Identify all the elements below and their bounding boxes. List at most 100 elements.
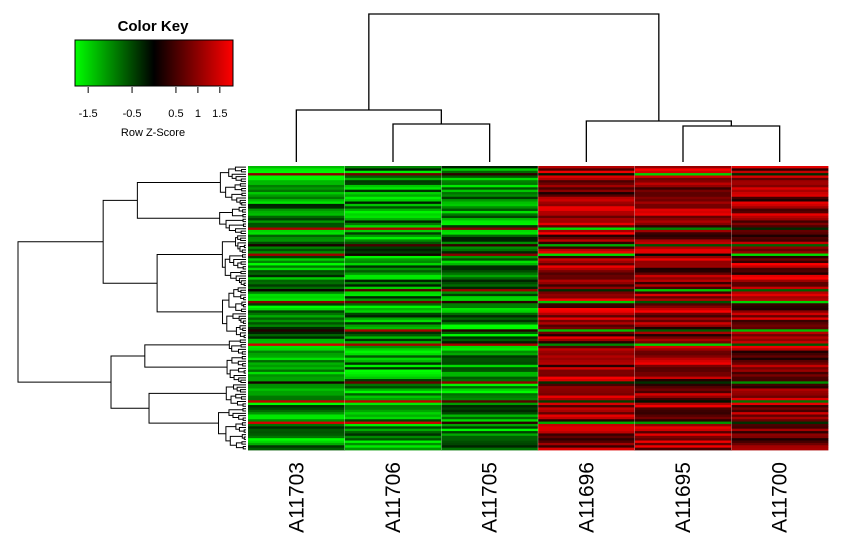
column-label: A11706 — [382, 462, 405, 533]
heatmap-cell — [538, 388, 636, 392]
heatmap-cell — [731, 201, 829, 205]
heatmap-cell — [538, 168, 636, 172]
heatmap-cell — [248, 281, 346, 285]
heatmap-cell — [731, 196, 829, 200]
heatmap-cell — [538, 421, 636, 425]
color-key-label: Row Z-Score — [121, 127, 185, 139]
heatmap-cell — [441, 397, 539, 401]
heatmap-cell — [634, 229, 732, 233]
heatmap-cell — [248, 227, 346, 231]
heatmap-cell — [731, 386, 829, 389]
heatmap-cell — [731, 312, 829, 316]
heatmap-cell — [731, 199, 829, 202]
heatmap-cell — [731, 405, 829, 408]
dendrogram-branch — [148, 392, 227, 424]
heatmap-cell — [634, 431, 732, 434]
heatmap-cell — [538, 182, 636, 186]
heatmap-cell — [634, 386, 732, 389]
heatmap-cell — [344, 253, 442, 257]
heatmap-cell — [538, 192, 636, 195]
heatmap-cell — [731, 253, 829, 257]
dendrogram-branch — [240, 230, 246, 234]
dendrogram-branch — [232, 412, 246, 418]
heatmap-cell — [441, 265, 539, 269]
heatmap-cell — [441, 357, 539, 361]
heatmap-cell — [538, 263, 636, 266]
heatmap-cell — [248, 166, 346, 169]
heatmap-cell — [634, 227, 732, 231]
heatmap-cell — [248, 445, 346, 449]
heatmap-cell — [248, 208, 346, 212]
heatmap-cell — [731, 222, 829, 226]
heatmap-cell — [344, 371, 442, 375]
heatmap-cell — [538, 390, 636, 394]
heatmap-cell — [344, 274, 442, 278]
heatmap-cell — [538, 426, 636, 430]
heatmap-cell — [634, 218, 732, 221]
heatmap-cell — [634, 210, 732, 214]
heatmap-cell — [248, 440, 346, 444]
heatmap-cell — [248, 352, 346, 356]
heatmap-cell — [538, 222, 636, 226]
heatmap-cell — [248, 170, 346, 174]
heatmap-cell — [731, 239, 829, 243]
heatmap-cell — [538, 279, 636, 283]
heatmap-cell — [731, 395, 829, 399]
dendrogram-branch — [241, 351, 246, 355]
heatmap-cell — [731, 371, 829, 375]
dendrogram-branch — [221, 241, 236, 268]
heatmap-cell — [731, 267, 829, 271]
heatmap-cell — [441, 352, 539, 356]
heatmap-cell — [731, 170, 829, 174]
dendrogram-branch — [218, 412, 229, 435]
dendrogram-branch — [242, 266, 246, 270]
dendrogram-branch — [243, 370, 246, 374]
heatmap-cell — [344, 326, 442, 330]
heatmap-cell — [731, 180, 829, 183]
heatmap-cell — [248, 319, 346, 323]
dendrogram-branch — [236, 400, 246, 406]
heatmap-cell — [441, 208, 539, 212]
heatmap-cell — [248, 379, 346, 382]
heatmap-cell — [344, 284, 442, 288]
heatmap-cell — [538, 289, 636, 292]
heatmap-cell — [441, 393, 539, 396]
dendrogram-branch — [231, 357, 243, 364]
dendrogram-branch — [230, 395, 238, 404]
heatmap-cell — [634, 260, 732, 264]
heatmap-cell — [344, 433, 442, 437]
heatmap-cell — [634, 234, 732, 238]
heatmap-cell — [731, 293, 829, 297]
dendrogram-branch — [682, 125, 781, 162]
heatmap-cell — [441, 246, 539, 250]
heatmap-cell — [538, 319, 636, 323]
heatmap-cell — [538, 364, 636, 368]
heatmap-cell — [344, 350, 442, 354]
heatmap-cell — [441, 263, 539, 266]
heatmap-cell — [441, 376, 539, 380]
heatmap-cell — [441, 227, 539, 231]
heatmap-cell — [634, 317, 732, 321]
heatmap-cell — [441, 367, 539, 370]
heatmap-cell — [634, 409, 732, 413]
heatmap-cell — [344, 206, 442, 209]
heatmap-cell — [344, 376, 442, 380]
heatmap-cell — [538, 341, 636, 344]
heatmap-cell — [344, 348, 442, 351]
heatmap-cell — [634, 303, 732, 307]
heatmap-cell — [248, 402, 346, 406]
heatmap-cell — [441, 203, 539, 207]
heatmap-cell — [634, 419, 732, 422]
heatmap-cell — [344, 215, 442, 219]
heatmap-cell — [248, 265, 346, 269]
heatmap-cell — [441, 343, 539, 347]
heatmap-cell — [248, 222, 346, 226]
heatmap-cell — [538, 208, 636, 212]
heatmap-cell — [248, 305, 346, 309]
heatmap-cell — [634, 402, 732, 406]
heatmap-cell — [344, 341, 442, 344]
heatmap-cell — [538, 419, 636, 422]
heatmap-cell — [344, 322, 442, 325]
heatmap-cell — [248, 374, 346, 378]
heatmap-cell — [538, 241, 636, 245]
